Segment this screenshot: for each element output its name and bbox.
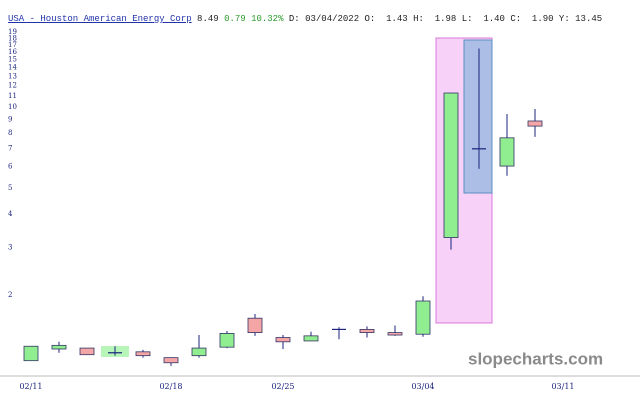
x-tick-label: 03/04 (411, 382, 434, 391)
y-tick-label: 18 (8, 34, 17, 42)
y-tick-label: 11 (8, 92, 17, 100)
y-tick-label: 12 (8, 82, 17, 90)
watermark: slopecharts.com (468, 349, 603, 368)
symbol-link[interactable]: USA - Houston American Energy Corp (8, 14, 192, 24)
candle-body (79, 347, 95, 356)
header: USA - Houston American Energy Corp 8.49 … (8, 14, 602, 24)
y-tick-label: 9 (8, 115, 12, 123)
y-tick-label: 4 (8, 210, 13, 218)
y-tick-label: 13 (8, 72, 17, 80)
candle-body (275, 337, 291, 343)
y-tick-label: 15 (8, 56, 17, 64)
last-price: 8.49 (197, 14, 219, 24)
y-tick-label: 2 (8, 291, 12, 299)
candle-body (443, 92, 459, 238)
y-tick-label: 3 (8, 244, 12, 252)
y-tick-label: 16 (8, 48, 17, 56)
y-tick-label: 5 (8, 184, 12, 192)
y-tick-label: 19 (8, 28, 17, 36)
candle-body (191, 347, 207, 357)
y-tick-label: 7 (8, 145, 12, 153)
candle-body (387, 332, 403, 336)
y-tick-label: 17 (8, 41, 17, 49)
highlight-box (463, 39, 493, 194)
candle-body (247, 317, 263, 333)
y-tick-label: 8 (8, 129, 12, 137)
candle-body (135, 351, 151, 357)
candle-body (163, 357, 179, 364)
ohlc-detail: D: 03/04/2022 O: 1.43 H: 1.98 L: 1.40 C:… (288, 14, 603, 24)
candle-body (303, 335, 319, 342)
change: 0.79 10.32% (224, 14, 284, 24)
y-tick-label: 14 (8, 64, 17, 72)
candle-body (359, 329, 375, 333)
x-tick-label: 02/11 (19, 382, 42, 391)
candle-body (23, 345, 39, 362)
candle-body (51, 344, 67, 350)
candle-body (527, 120, 543, 127)
candle-body (499, 137, 515, 167)
x-tick-label: 03/11 (551, 382, 574, 391)
candle-body (415, 300, 431, 335)
x-tick-label: 02/25 (271, 382, 294, 391)
candle-body (219, 332, 235, 348)
x-tick-label: 02/18 (159, 382, 182, 391)
y-tick-label: 6 (8, 163, 13, 171)
y-tick-label: 10 (8, 103, 17, 111)
